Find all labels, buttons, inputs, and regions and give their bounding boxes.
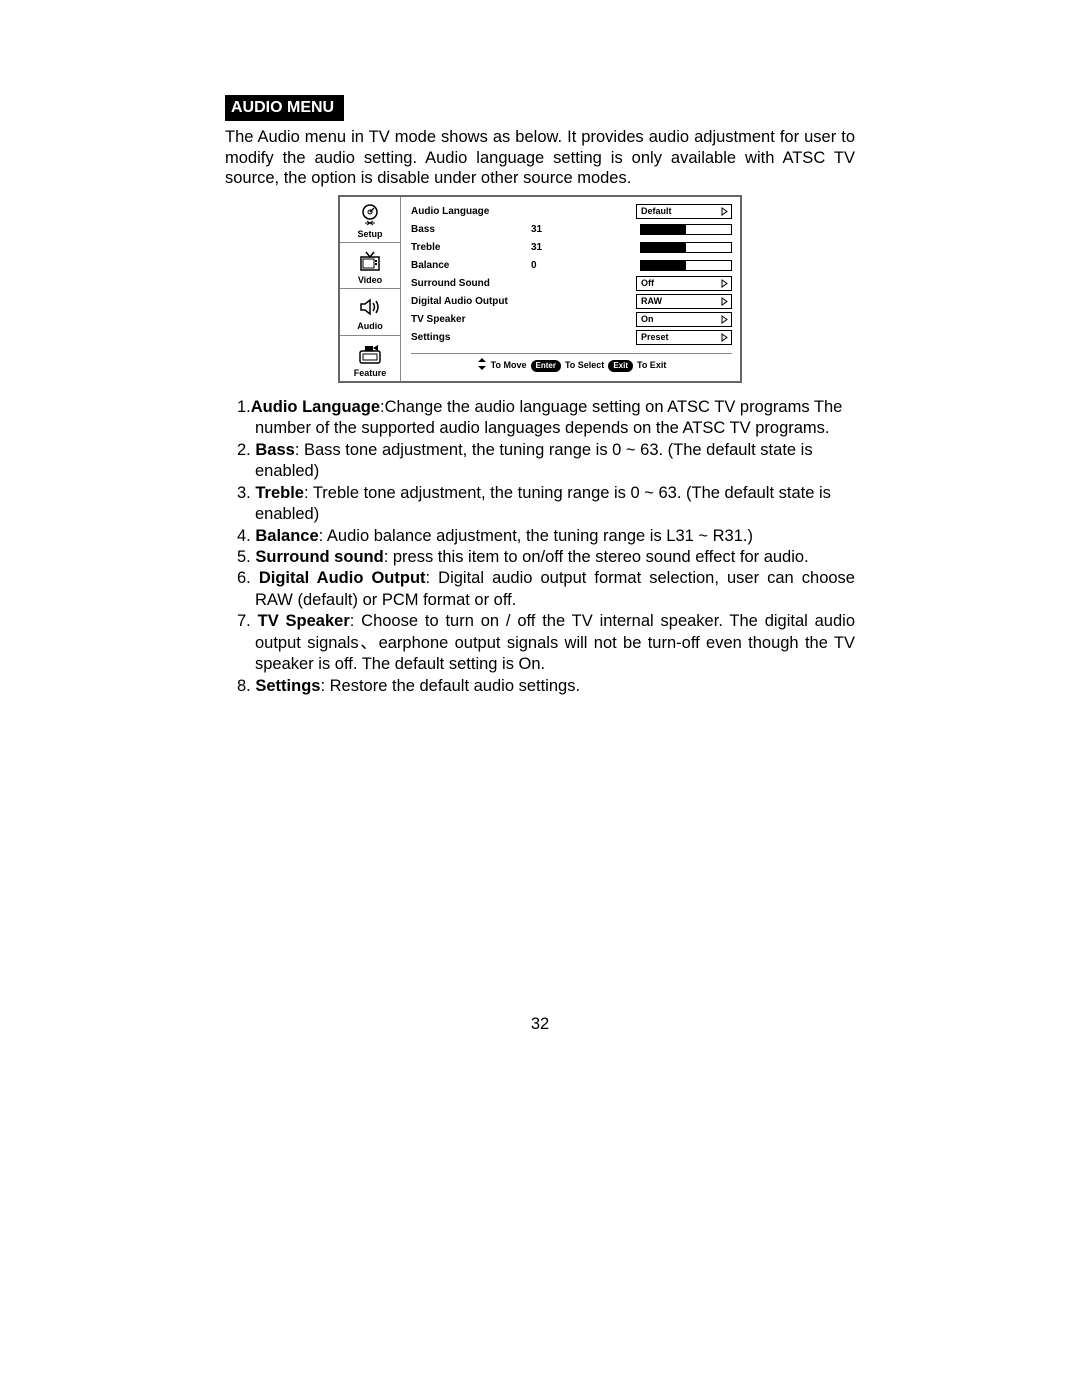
osd-row-label: TV Speaker [411,314,531,327]
osd-row-value: 0 [531,260,557,273]
description-list: 1.Audio Language:Change the audio langua… [225,397,855,697]
item-number: 6. [237,569,251,587]
item-text: : Audio balance adjustment, the tuning r… [319,527,753,545]
tab-label: Audio [340,321,400,332]
dropdown-value: Off [641,278,654,289]
osd-slider[interactable] [640,224,732,235]
osd-tab-audio[interactable]: Audio [340,289,400,335]
osd-row[interactable]: Settings Preset [411,329,732,347]
item-number: 5. [237,548,251,566]
osd-row[interactable]: Surround Sound Off [411,275,732,293]
updown-icon [477,358,487,373]
description-item: 3. Treble: Treble tone adjustment, the t… [225,483,855,526]
chevron-right-icon [719,295,729,308]
osd-dropdown[interactable]: Off [636,276,732,291]
page-number: 32 [0,1015,1080,1034]
item-number: 4. [237,527,251,545]
item-term: Balance [255,527,318,545]
item-number: 1. [237,398,251,416]
osd-row-label: Treble [411,242,531,255]
tab-icon [340,340,400,368]
osd-row-label: Balance [411,260,531,273]
osd-row-value: 31 [531,224,557,237]
description-item: 6. Digital Audio Output: Digital audio o… [225,568,855,611]
chevron-right-icon [719,313,729,326]
tab-icon [340,293,400,321]
osd-row[interactable]: Bass31 [411,221,732,239]
osd-tab-column: Setup Video Audio Feature [340,197,401,381]
item-number: 8. [237,677,251,695]
hint-move: To Move [491,360,527,371]
hint-select: To Select [565,360,604,371]
item-term: Surround sound [255,548,383,566]
description-item: 5. Surround sound: press this item to on… [225,547,855,568]
item-number: 3. [237,484,251,502]
item-term: Settings [255,677,320,695]
tab-label: Video [340,275,400,286]
chevron-right-icon [719,277,729,290]
dropdown-value: Default [641,206,672,217]
item-text: : Restore the default audio settings. [320,677,580,695]
osd-slider[interactable] [640,242,732,253]
osd-dropdown[interactable]: Default [636,204,732,219]
item-term: Audio Language [251,398,380,416]
osd-row[interactable]: Digital Audio Output RAW [411,293,732,311]
tab-label: Setup [340,229,400,240]
osd-tab-feature[interactable]: Feature [340,336,400,381]
osd-panel: Setup Video Audio Feature Audio Language Def… [338,195,742,383]
hint-exit: To Exit [637,360,666,371]
osd-row-label: Digital Audio Output [411,296,531,309]
section-title: AUDIO MENU [225,95,344,121]
osd-row[interactable]: Balance0 [411,257,732,275]
exit-pill: Exit [608,360,633,372]
osd-row-label: Settings [411,332,531,345]
tab-icon [340,247,400,275]
intro-paragraph: The Audio menu in TV mode shows as below… [225,127,855,189]
item-term: Treble [255,484,304,502]
osd-hints: To Move Enter To Select Exit To Exit [411,353,732,373]
description-item: 4. Balance: Audio balance adjustment, th… [225,526,855,547]
item-term: Bass [255,441,294,459]
osd-row-label: Surround Sound [411,278,531,291]
description-item: 8. Settings: Restore the default audio s… [225,676,855,697]
osd-row[interactable]: TV Speaker On [411,311,732,329]
osd-row-label: Audio Language [411,206,531,219]
osd-row-value: 31 [531,242,557,255]
osd-row[interactable]: Treble31 [411,239,732,257]
item-number: 7. [237,612,251,630]
item-term: TV Speaker [258,612,350,630]
osd-row[interactable]: Audio Language Default [411,203,732,221]
item-text: : Treble tone adjustment, the tuning ran… [255,484,831,523]
osd-dropdown[interactable]: RAW [636,294,732,309]
dropdown-value: RAW [641,296,662,307]
chevron-right-icon [719,205,729,218]
item-text: : press this item to on/off the stereo s… [384,548,809,566]
description-item: 7. TV Speaker: Choose to turn on / off t… [225,611,855,675]
dropdown-value: Preset [641,332,669,343]
tab-icon [340,201,400,229]
osd-dropdown[interactable]: On [636,312,732,327]
item-text: : Bass tone adjustment, the tuning range… [255,441,813,480]
chevron-right-icon [719,331,729,344]
item-term: Digital Audio Output [259,569,426,587]
osd-main: Audio LanguageDefaultBass31Treble31Balan… [401,197,740,381]
item-number: 2. [237,441,251,459]
osd-tab-video[interactable]: Video [340,243,400,289]
osd-tab-setup[interactable]: Setup [340,197,400,243]
tab-label: Feature [340,368,400,379]
osd-row-label: Bass [411,224,531,237]
osd-slider[interactable] [640,260,732,271]
dropdown-value: On [641,314,654,325]
description-item: 2. Bass: Bass tone adjustment, the tunin… [225,440,855,483]
enter-pill: Enter [531,360,561,372]
osd-dropdown[interactable]: Preset [636,330,732,345]
description-item: 1.Audio Language:Change the audio langua… [225,397,855,440]
